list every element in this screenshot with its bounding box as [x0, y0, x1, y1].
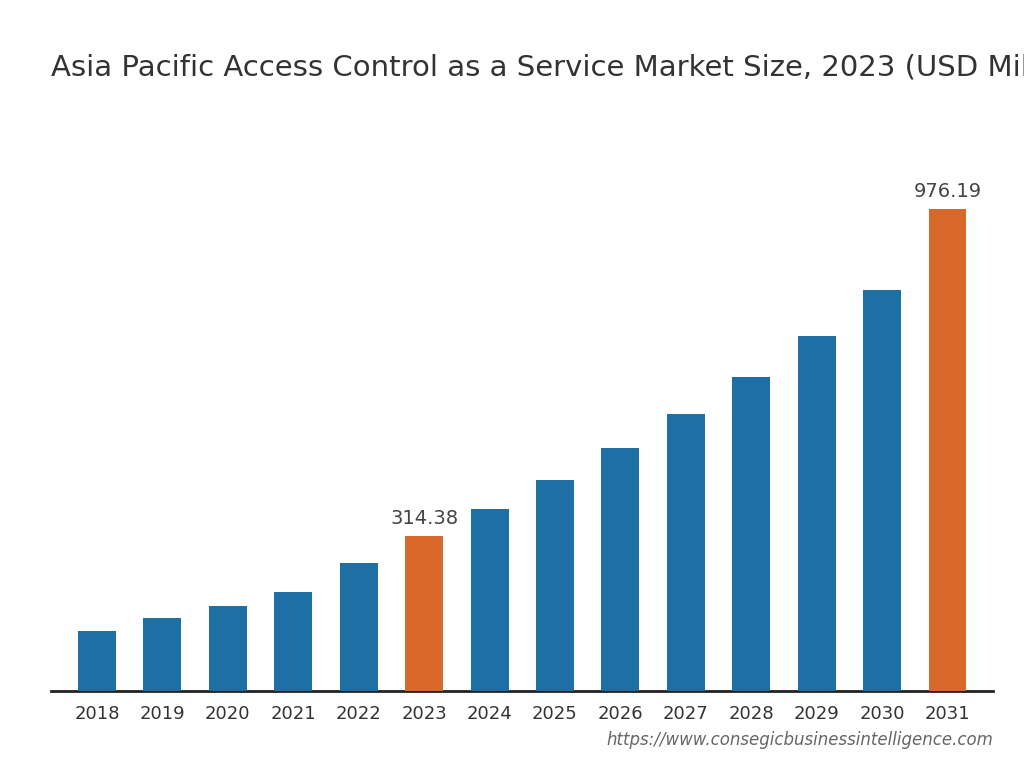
Bar — [209, 606, 247, 691]
Bar — [863, 290, 901, 691]
Bar — [406, 536, 443, 691]
Text: Asia Pacific Access Control as a Service Market Size, 2023 (USD Million): Asia Pacific Access Control as a Service… — [51, 54, 1024, 81]
Bar — [143, 618, 181, 691]
Text: 314.38: 314.38 — [390, 509, 458, 528]
Bar — [732, 377, 770, 691]
Text: 976.19: 976.19 — [913, 182, 982, 201]
Bar — [471, 509, 509, 691]
Bar — [340, 563, 378, 691]
Bar — [601, 448, 639, 691]
Text: https://www.consegicbusinessintelligence.com: https://www.consegicbusinessintelligence… — [606, 731, 993, 749]
Bar — [798, 336, 836, 691]
Bar — [274, 592, 312, 691]
Bar — [929, 209, 967, 691]
Bar — [536, 480, 573, 691]
Bar — [78, 631, 116, 691]
Bar — [667, 415, 705, 691]
